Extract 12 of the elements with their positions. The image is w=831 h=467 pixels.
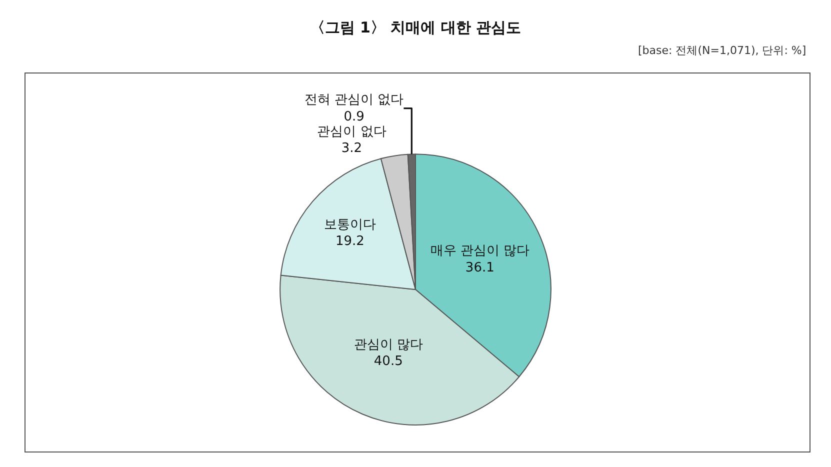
- data-label: 40.5: [374, 354, 403, 370]
- data-label: 3.2: [341, 141, 362, 156]
- data-label: 0.9: [344, 109, 364, 124]
- slice-label: 관심이 많다: [354, 337, 423, 352]
- slice-label: 매우 관심이 많다: [430, 244, 530, 259]
- slice-label: 관심이 없다: [317, 124, 386, 140]
- slice-label: 보통이다: [324, 217, 376, 232]
- text: [base: 전체(N=1,071), 단위: %]: [638, 44, 806, 57]
- chart-title: 〈그림 1〉 치매에 대한 관심도: [310, 18, 522, 36]
- data-label: 19.2: [335, 234, 364, 250]
- slice-label: 전혀 관심이 없다: [304, 92, 404, 108]
- data-label: 36.1: [465, 260, 494, 276]
